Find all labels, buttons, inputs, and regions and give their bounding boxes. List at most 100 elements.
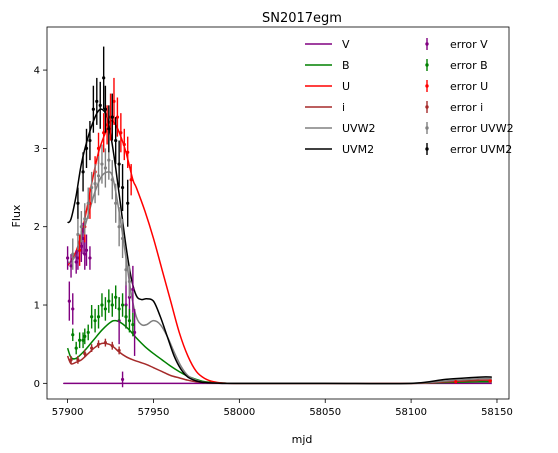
data-point [71, 307, 75, 311]
legend-swatch-marker [425, 42, 429, 46]
data-point [103, 166, 107, 170]
data-point [114, 201, 118, 205]
data-point [78, 338, 82, 342]
x-axis-label: mjd [292, 433, 313, 446]
legend-swatch-marker [425, 84, 429, 88]
legend-entry-uvw2: UVW2 [305, 122, 375, 135]
data-point [117, 307, 121, 311]
data-point [74, 260, 78, 264]
data-point [120, 185, 125, 190]
data-point [84, 146, 89, 150]
data-point [88, 138, 92, 143]
legend-label: error i [450, 101, 483, 114]
data-point [105, 123, 109, 127]
data-point [81, 338, 85, 342]
legend-label: UVM2 [342, 143, 374, 156]
legend-label: error V [450, 38, 488, 51]
x-tick-label: 58100 [395, 407, 427, 418]
legend-label: error U [450, 80, 488, 93]
data-point [107, 127, 111, 131]
data-point [114, 138, 118, 143]
data-point [95, 99, 99, 103]
data-point [131, 287, 135, 291]
plot-area [46, 26, 510, 400]
data-point [88, 256, 92, 260]
data-point [127, 279, 132, 284]
y-tick-label: 2 [34, 222, 40, 233]
data-point [488, 379, 492, 383]
data-point [76, 201, 80, 205]
chart-title: SN2017egm [262, 11, 342, 26]
data-point [124, 315, 128, 319]
data-point [90, 185, 94, 190]
legend-label: error UVM2 [450, 143, 512, 156]
legend-swatch-marker [425, 126, 429, 130]
y-tick-label: 0 [34, 379, 40, 390]
data-point [119, 131, 123, 135]
data-point [100, 303, 104, 307]
legend-label: error B [450, 59, 488, 72]
data-point [96, 146, 101, 150]
data-point [71, 252, 75, 256]
data-point [132, 330, 137, 335]
data-point [115, 115, 120, 119]
data-point [107, 158, 111, 162]
data-point [86, 330, 90, 335]
data-point [129, 178, 133, 182]
legend-entry-b: B [305, 59, 350, 72]
data-point [102, 131, 106, 135]
data-point [103, 307, 107, 311]
legend-swatch-marker [425, 147, 429, 151]
legend-entry-i: i [305, 101, 345, 114]
legend-swatch-marker [425, 105, 429, 109]
y-tick-label: 1 [34, 301, 40, 312]
data-point [107, 299, 111, 303]
legend-label: B [342, 59, 350, 72]
x-tick-label: 57900 [52, 407, 84, 418]
y-tick-label: 3 [34, 144, 40, 155]
y-axis-label: Flux [10, 204, 23, 227]
legend-entry-error-v: error V [425, 38, 488, 51]
data-point [83, 252, 87, 256]
series-layer [63, 46, 492, 388]
data-point [91, 107, 95, 111]
legend-label: UVW2 [342, 122, 375, 135]
data-point [81, 236, 85, 241]
data-point [76, 358, 80, 362]
data-point [131, 323, 135, 327]
series-error-i [69, 338, 121, 364]
legend-entry-error-b: error B [425, 59, 488, 72]
data-point [120, 236, 125, 241]
legend-label: U [342, 80, 350, 93]
legend-label: error UVW2 [450, 122, 514, 135]
data-point [71, 333, 75, 337]
y-axis: 0 1 2 3 4 [34, 66, 47, 390]
data-point [120, 377, 125, 382]
y-tick-label: 4 [34, 66, 40, 77]
legend-swatch-marker [425, 63, 429, 67]
legend-entry-error-uvm2: error UVM2 [425, 143, 512, 156]
data-point [112, 99, 116, 103]
data-point [83, 217, 87, 221]
legend-label: V [342, 38, 350, 51]
legend-entry-error-i: error i [425, 101, 483, 114]
data-point [90, 315, 94, 319]
x-tick-label: 58050 [309, 407, 341, 418]
data-point [69, 264, 73, 268]
legend-label: i [342, 101, 345, 114]
data-point [110, 303, 114, 307]
data-point [74, 346, 78, 350]
data-point [90, 346, 94, 350]
legend-entry-v: V [305, 38, 350, 51]
data-point [96, 315, 101, 319]
data-point [117, 162, 121, 166]
legend-entry-error-u: error U [425, 80, 488, 93]
data-point [127, 319, 132, 323]
legend-entry-u: U [305, 80, 350, 93]
data-point [454, 380, 458, 384]
data-point [93, 319, 97, 323]
data-point [76, 232, 80, 237]
data-point [124, 268, 128, 272]
data-point [86, 201, 90, 205]
x-tick-label: 57950 [138, 407, 170, 418]
